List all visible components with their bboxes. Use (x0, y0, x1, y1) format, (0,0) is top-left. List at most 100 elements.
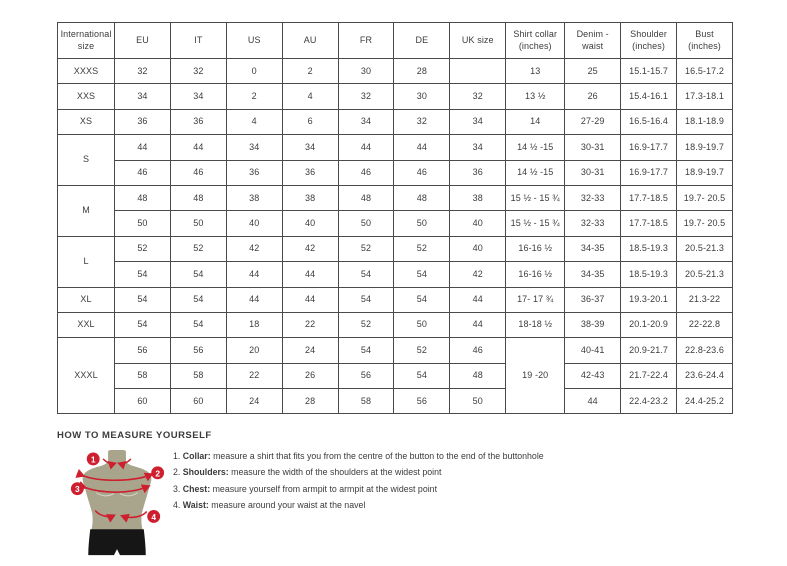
table-cell: 18-18 ½ (505, 311, 566, 339)
table-cell: 16.9-17.7 (620, 159, 678, 186)
table-cell: 34 (449, 134, 507, 161)
table-cell: 54 (393, 261, 451, 288)
table-cell: 48 (169, 184, 227, 212)
table-cell: 2 (225, 83, 283, 110)
column-header: US (225, 22, 283, 59)
table-cell: 40 (225, 210, 283, 237)
table-cell: 44 (225, 261, 283, 288)
measure-step: 2. Shoulders: measure the width of the s… (173, 467, 442, 478)
table-cell: 44 (281, 261, 339, 288)
table-cell: 58 (337, 388, 395, 415)
table-cell: 28 (281, 388, 339, 415)
table-cell: 22 (281, 311, 339, 339)
table-cell: 16.5-16.4 (620, 108, 678, 136)
table-cell: 46 (169, 159, 227, 186)
table-cell: 18.9-19.7 (676, 134, 733, 161)
table-cell: 52 (114, 235, 171, 263)
svg-text:1: 1 (91, 454, 96, 464)
table-cell: 50 (393, 311, 451, 339)
table-cell: 54 (393, 286, 451, 313)
measure-steps: 1. Collar: measure a shirt that fits you… (173, 448, 544, 514)
table-cell: 20.5-21.3 (676, 235, 733, 263)
table-cell: 54 (114, 311, 171, 339)
column-header: AU (281, 22, 339, 59)
table-cell: 42-43 (564, 362, 622, 390)
table-cell: 14 ½ -15 (505, 159, 566, 186)
table-row: L 52 52 42 42 52 52 40 16-16 ½ 34-35 18.5-19.3 20.5… (57, 235, 733, 288)
table-cell: 18.5-19.3 (620, 261, 678, 288)
table-cell: 18 (225, 311, 283, 339)
table-cell: 34 (449, 108, 507, 136)
measure-step: 3. Chest: measure yourself from armpit t… (173, 483, 438, 494)
table-cell: 32 (449, 83, 507, 110)
table-cell: 30-31 (564, 134, 622, 161)
table-cell: 40 (449, 210, 507, 237)
table-cell: 24 (225, 388, 283, 415)
column-header: IT (169, 22, 227, 59)
table-cell: 17.7-18.5 (620, 210, 678, 237)
table-cell: 34 (225, 134, 283, 161)
table-cell: 16-16 ½ (505, 261, 566, 288)
column-header: UK size (449, 22, 507, 59)
table-cell: XXXL (57, 337, 115, 415)
table-cell: 4 (281, 83, 339, 110)
table-cell: 36-37 (564, 286, 622, 313)
column-header: Shoulder (inches) (620, 22, 678, 59)
table-cell: 52 (169, 235, 227, 263)
column-header: Denim - waist (564, 22, 622, 59)
table-cell: 18.5-19.3 (620, 235, 678, 263)
table-row: M 48 48 38 38 48 48 38 15 ½ - 15 ¾ 32-33 17.7-18.5… (57, 184, 733, 237)
table-cell: 54 (169, 286, 227, 313)
column-header: Bust (inches) (676, 22, 733, 59)
table-cell: 22.4-23.2 (620, 388, 678, 415)
table-cell: 30-31 (564, 159, 622, 186)
table-cell: 34 (114, 83, 171, 110)
table-cell: 46 (114, 159, 171, 186)
table-cell: 56 (114, 337, 171, 364)
table-row: 54 54 44 44 54 54 42 16-16 ½ 34-35 18.5-19.3 20.5-… (58, 261, 733, 288)
table-cell (449, 57, 507, 85)
table-cell: 54 (337, 337, 395, 364)
table-cell: 44 (564, 388, 622, 415)
table-cell: 17.3-18.1 (676, 83, 733, 110)
collar-measure-arrow (102, 458, 117, 470)
table-cell: 54 (337, 261, 395, 288)
table-cell: 24 (281, 337, 339, 364)
table-row: XXS 34 34 2 4 32 30 32 13 ½ 26 15.4-16.1 17.3-18.1 (57, 83, 733, 110)
table-cell: 38-39 (564, 311, 622, 339)
table-row: 60 60 24 28 58 56 50 44 22.4-23.2 24.4-25.2 (58, 388, 733, 415)
table-cell: 40 (449, 235, 507, 263)
table-cell: 54 (114, 286, 171, 313)
column-header: EU (114, 22, 171, 59)
table-cell: 54 (393, 362, 451, 390)
table-cell: XS (57, 108, 115, 136)
measure-section-title: HOW TO MEASURE YOURSELF (57, 430, 212, 441)
table-cell: 56 (393, 388, 451, 415)
table-cell: 34 (337, 108, 395, 136)
table-cell: 46 (337, 159, 395, 186)
table-cell: 48 (114, 184, 171, 212)
table-cell: 16.5-17.2 (676, 57, 733, 85)
table-cell: L (57, 235, 115, 288)
table-cell: 42 (281, 235, 339, 263)
size-table-header-row: International size EU IT US AU FR DE UK size Shi… (57, 22, 733, 59)
table-cell: 32-33 (564, 184, 622, 212)
table-cell: 34-35 (564, 235, 622, 263)
table-cell: 22.8-23.6 (676, 337, 733, 364)
table-cell: 44 (449, 311, 507, 339)
measure-step: 1. Collar: measure a shirt that fits you… (173, 451, 544, 461)
table-cell: 50 (114, 210, 171, 237)
table-cell: XXXS (57, 57, 115, 85)
table-row: 58 58 22 26 56 54 48 42-43 21.7-22.4 23.6-24.4 (58, 362, 733, 390)
table-row: XL 54 54 44 44 54 54 44 17- 17 ¾ 36-37 19.3-20.1 21… (57, 286, 733, 313)
table-cell: 58 (169, 362, 227, 390)
collar-measure-arrow (117, 458, 132, 470)
table-cell: 13 ½ (505, 83, 566, 110)
table-cell: 52 (337, 235, 395, 263)
table-cell: 34-35 (564, 261, 622, 288)
table-cell: 25 (564, 57, 622, 85)
table-cell: 50 (393, 210, 451, 237)
table-row: 46 46 36 36 46 46 36 14 ½ -15 30-31 16.9-17.7 18.9… (58, 159, 733, 186)
table-cell: 44 (114, 134, 171, 161)
table-cell: 50 (337, 210, 395, 237)
